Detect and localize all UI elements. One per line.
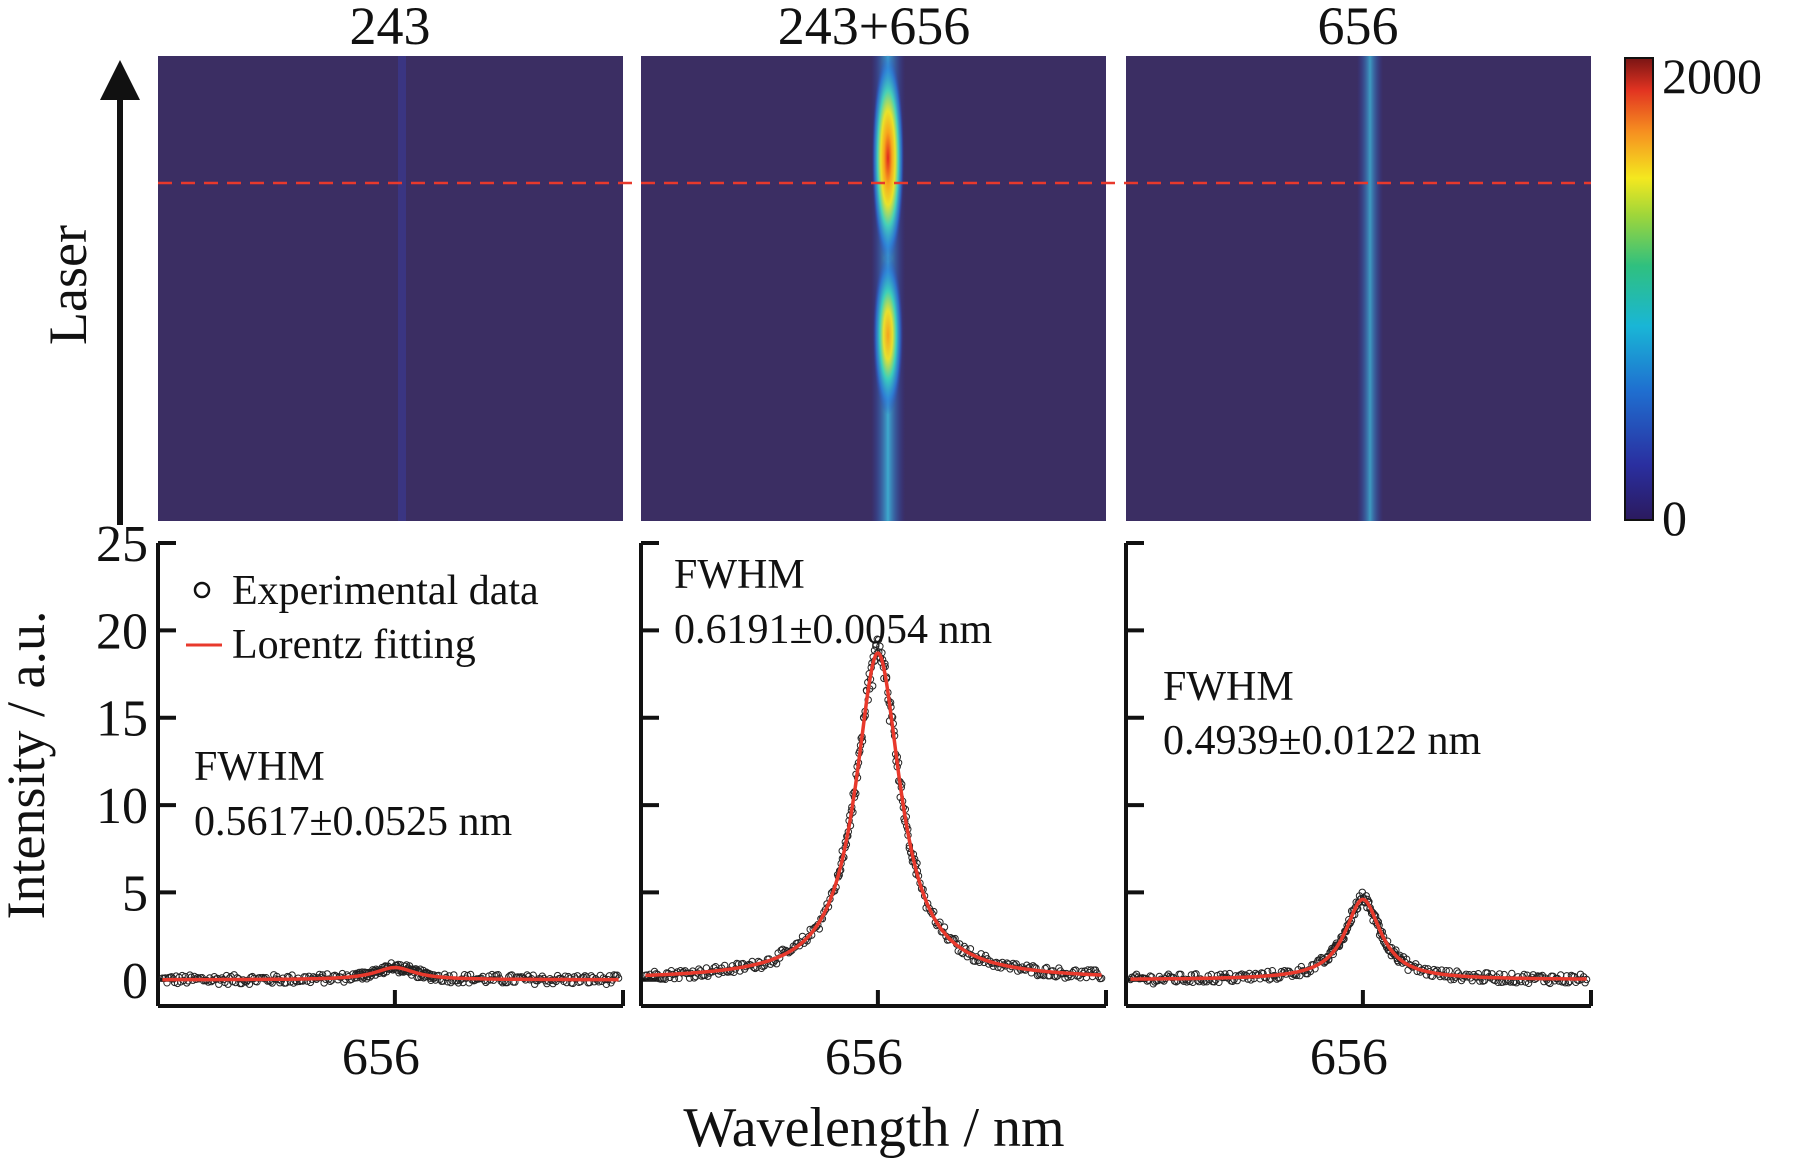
arrow-head-icon <box>100 60 140 100</box>
lorentz-fit-line <box>645 651 1102 978</box>
colorbar-min-label: 0 <box>1662 490 1687 546</box>
y-tick-label: 25 <box>96 516 148 573</box>
y-axis-title: Intensity / a.u. <box>0 611 56 920</box>
fwhm-value-1: 0.5617±0.0525 nm <box>194 799 513 845</box>
data-point <box>1329 948 1337 956</box>
bright-lobe-upper <box>872 54 904 262</box>
x-tick-label: 656 <box>342 1029 420 1086</box>
data-point <box>876 642 884 650</box>
fwhm-label-2: FWHM <box>674 552 805 598</box>
lorentz-fit-line <box>162 965 619 982</box>
laser-label: Laser <box>38 225 98 345</box>
y-tick-label: 15 <box>96 691 148 748</box>
legend-fit-label: Lorentz fitting <box>232 622 476 668</box>
panel-title-1: 243 <box>350 0 431 56</box>
heatmap-image <box>158 56 623 521</box>
fwhm-value-2: 0.6191±0.0054 nm <box>674 607 993 653</box>
streak <box>1357 56 1383 521</box>
spectrum-panel-2: 656 <box>639 541 1108 1086</box>
fwhm-value-3: 0.4939±0.0122 nm <box>1163 718 1482 764</box>
colorbar: 2000 0 <box>1624 48 1762 546</box>
x-tick-label: 656 <box>825 1029 903 1086</box>
y-tick-label: 5 <box>122 865 148 922</box>
y-tick-label: 10 <box>96 778 148 835</box>
laser-arrow <box>100 60 140 525</box>
spectrum-panel-1: 656 <box>156 541 625 1086</box>
data-point <box>1508 969 1516 978</box>
experimental-points <box>158 959 623 988</box>
heatmap-panel-3 <box>1126 56 1591 521</box>
heatmap-panel-1 <box>158 56 623 521</box>
data-point <box>1392 951 1400 959</box>
x-axis-title: Wavelength / nm <box>683 1097 1064 1159</box>
spectrum-panel-3: 656 <box>1124 541 1593 1086</box>
colorbar-gradient <box>1624 57 1654 521</box>
spectra-layer: 656 0 5 10 15 20 25 656 656 <box>96 516 1593 1086</box>
x-tick-label: 656 <box>1310 1029 1388 1086</box>
faint-streak <box>398 56 406 521</box>
fwhm-label-3: FWHM <box>1163 664 1294 710</box>
y-tick-label: 20 <box>96 603 148 660</box>
heatmap-panel-2 <box>641 54 1106 521</box>
y-tick-label: 0 <box>122 953 148 1010</box>
fwhm-label-1: FWHM <box>194 744 325 790</box>
panel-title-3: 656 <box>1318 0 1399 56</box>
panel-title-2: 243+656 <box>778 0 970 56</box>
colorbar-max-label: 2000 <box>1662 48 1762 104</box>
legend-data-marker-icon <box>193 581 211 599</box>
lorentz-fit-line <box>1130 897 1587 981</box>
legend: Experimental data Lorentz fitting <box>186 568 539 668</box>
legend-data-label: Experimental data <box>232 568 539 614</box>
data-point <box>772 960 781 968</box>
bright-lobe-lower <box>873 255 903 415</box>
experimental-points <box>641 635 1106 983</box>
